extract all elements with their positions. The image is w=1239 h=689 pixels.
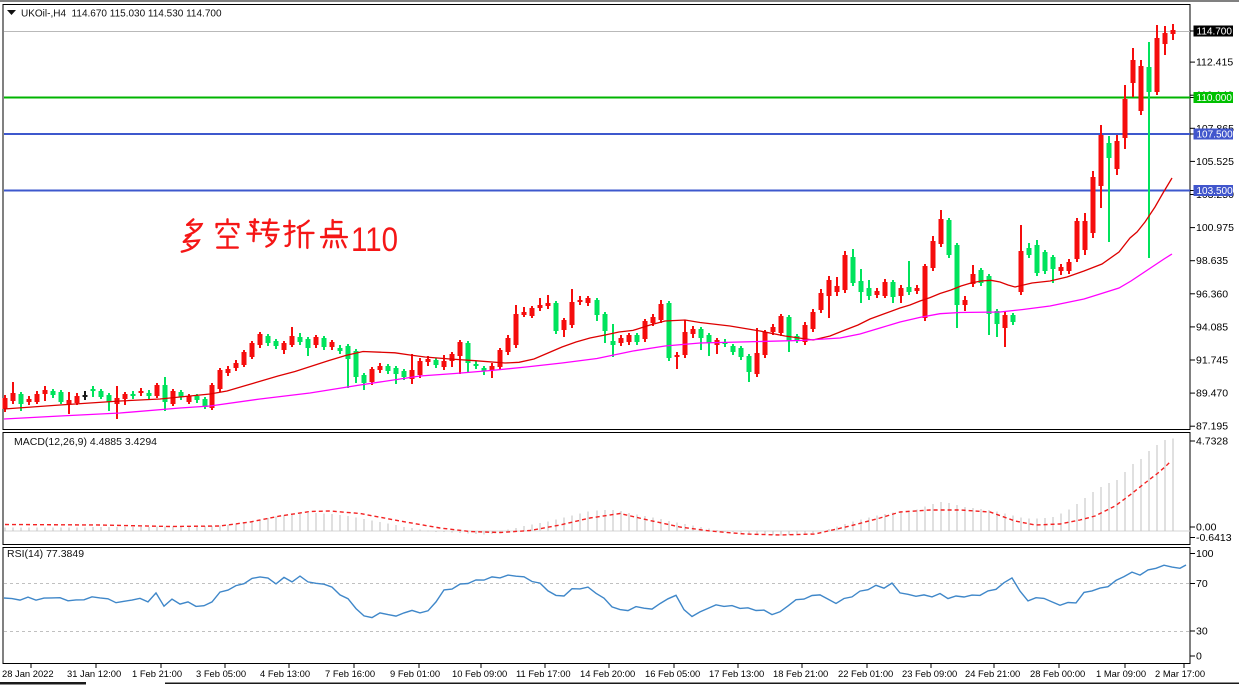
svg-text:100: 100: [1196, 548, 1214, 560]
svg-text:24 Feb 21:00: 24 Feb 21:00: [965, 668, 1020, 679]
svg-text:18 Feb 21:00: 18 Feb 21:00: [773, 668, 828, 679]
svg-text:1 Feb 21:00: 1 Feb 21:00: [132, 668, 182, 679]
svg-text:112.415: 112.415: [1196, 57, 1233, 69]
svg-text:105.525: 105.525: [1196, 156, 1234, 168]
svg-text:100.975: 100.975: [1196, 222, 1234, 234]
svg-text:14 Feb 20:00: 14 Feb 20:00: [580, 668, 635, 679]
svg-text:23 Feb 09:00: 23 Feb 09:00: [902, 668, 957, 679]
svg-text:96.360: 96.360: [1196, 288, 1228, 300]
svg-text:110: 110: [351, 221, 398, 259]
svg-text:7 Feb 16:00: 7 Feb 16:00: [325, 668, 375, 679]
svg-text:2 Mar 17:00: 2 Mar 17:00: [1155, 668, 1205, 679]
svg-text:9 Feb 01:00: 9 Feb 01:00: [390, 668, 440, 679]
svg-text:-0.6413: -0.6413: [1196, 532, 1232, 544]
svg-text:0: 0: [1196, 651, 1202, 663]
svg-text:17 Feb 13:00: 17 Feb 13:00: [709, 668, 764, 679]
svg-text:16 Feb 05:00: 16 Feb 05:00: [645, 668, 700, 679]
svg-text:89.470: 89.470: [1196, 388, 1228, 400]
svg-text:0.00: 0.00: [1196, 522, 1217, 534]
svg-text:94.085: 94.085: [1196, 321, 1228, 333]
svg-text:114.700: 114.700: [1197, 27, 1233, 38]
svg-text:30: 30: [1196, 626, 1208, 638]
svg-text:28 Jan 2022: 28 Jan 2022: [2, 668, 54, 679]
svg-text:103.500: 103.500: [1197, 186, 1234, 197]
svg-text:MACD(12,26,9) 4.4885 3.4294: MACD(12,26,9) 4.4885 3.4294: [14, 436, 157, 448]
svg-text:91.745: 91.745: [1196, 355, 1228, 367]
svg-text:11 Feb 17:00: 11 Feb 17:00: [516, 668, 571, 679]
svg-text:70: 70: [1196, 578, 1208, 590]
svg-text:110.000: 110.000: [1197, 93, 1233, 104]
svg-text:107.500: 107.500: [1197, 130, 1234, 141]
svg-text:1 Mar 09:00: 1 Mar 09:00: [1096, 668, 1146, 679]
svg-text:87.195: 87.195: [1196, 421, 1228, 433]
svg-text:UKOil-,H4 114.670 115.030 114: UKOil-,H4 114.670 115.030 114.530 114.70…: [21, 9, 222, 20]
svg-text:31 Jan 12:00: 31 Jan 12:00: [67, 668, 121, 679]
svg-text:22 Feb 01:00: 22 Feb 01:00: [838, 668, 893, 679]
svg-text:98.635: 98.635: [1196, 255, 1228, 267]
svg-text:10 Feb 09:00: 10 Feb 09:00: [452, 668, 507, 679]
svg-text:3 Feb 05:00: 3 Feb 05:00: [196, 668, 246, 679]
svg-text:4.7328: 4.7328: [1196, 436, 1228, 448]
svg-text:28 Feb 00:00: 28 Feb 00:00: [1030, 668, 1085, 679]
svg-text:4 Feb 13:00: 4 Feb 13:00: [260, 668, 310, 679]
svg-text:RSI(14) 77.3849: RSI(14) 77.3849: [7, 548, 84, 560]
